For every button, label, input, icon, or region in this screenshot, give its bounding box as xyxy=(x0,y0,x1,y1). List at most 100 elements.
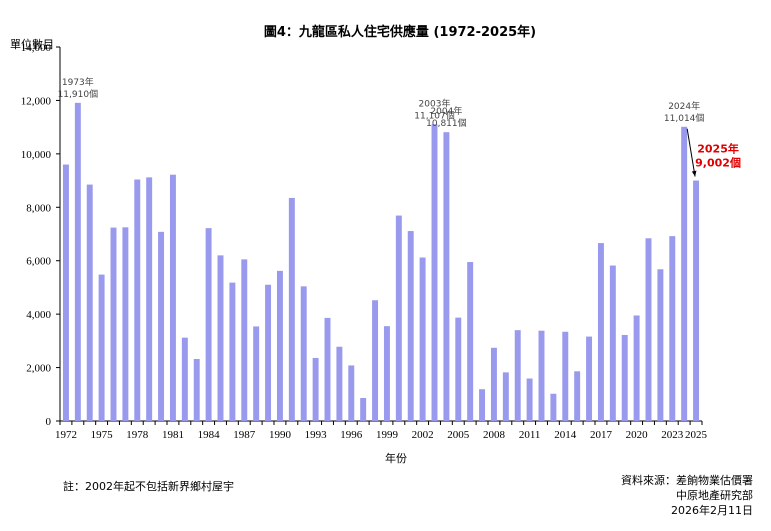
plot-area: 0 2,000 4,000 6,000 8,000 10,000 12,000 14,000 1… xyxy=(21,42,741,441)
y-tick-label: 8,000 xyxy=(26,202,51,214)
x-tick-label: 1981 xyxy=(162,429,184,441)
annotation-label-2004: 2004年 xyxy=(430,105,462,117)
x-tick-label: 2005 xyxy=(447,429,470,441)
y-tick-label: 4,000 xyxy=(26,309,51,321)
annotation-value-1973: 11,910個 xyxy=(58,88,99,100)
bar-1996 xyxy=(348,365,355,421)
bar-2001 xyxy=(407,231,414,421)
x-tick-label: 1993 xyxy=(305,429,328,441)
x-tick-label: 1984 xyxy=(198,429,221,441)
x-axis-label: 年份 xyxy=(385,451,407,465)
bar-2017 xyxy=(597,243,604,421)
bar-2020 xyxy=(633,315,640,421)
bar-1990 xyxy=(276,270,283,421)
x-tick-label: 2011 xyxy=(519,429,541,441)
x-tick-label: 1972 xyxy=(55,429,77,441)
x-tick-label: 2023 xyxy=(661,429,684,441)
bar-1994 xyxy=(324,317,331,421)
bar-1997 xyxy=(360,398,367,421)
x-tick-label: 1978 xyxy=(126,429,149,441)
bar-2003 xyxy=(431,124,438,422)
bar-2022 xyxy=(657,269,664,421)
source-date: 2026年2月11日 xyxy=(671,504,753,517)
bar-1995 xyxy=(336,346,343,421)
annotation-label-2003: 2003年 xyxy=(419,97,451,109)
bar-2019 xyxy=(621,334,628,421)
bar-1979 xyxy=(146,177,153,421)
bar-2024 xyxy=(681,126,688,421)
bar-2002 xyxy=(419,257,426,421)
y-tick-label: 14,000 xyxy=(21,42,52,54)
bar-1983 xyxy=(193,359,200,421)
x-tick-label: 1975 xyxy=(91,429,114,441)
bar-1985 xyxy=(217,255,224,421)
x-tick-label: 2014 xyxy=(554,429,577,441)
x-tick-label: 2017 xyxy=(590,429,613,441)
y-tick-label: 6,000 xyxy=(26,256,51,268)
bar-2008 xyxy=(490,347,497,421)
bar-1988 xyxy=(253,326,260,421)
source-line-1: 資料來源：差餉物業估價署 xyxy=(621,474,753,487)
annotation-label-1973: 1973年 xyxy=(62,76,94,88)
bar-1986 xyxy=(229,282,236,421)
annotation-value-2025: 9,002個 xyxy=(695,156,741,170)
bar-2010 xyxy=(514,330,521,421)
bar-1975 xyxy=(98,274,105,421)
x-tick-label: 2020 xyxy=(626,429,649,441)
bar-2018 xyxy=(609,265,616,421)
annotation-arrow-head xyxy=(691,170,697,177)
annotation-label-2024: 2024年 xyxy=(668,100,700,112)
x-tick-label: 2002 xyxy=(412,429,434,441)
bar-1973 xyxy=(74,102,81,421)
x-tick-label: 2025 xyxy=(685,429,708,441)
bar-2011 xyxy=(526,378,533,421)
x-tick-label: 1999 xyxy=(376,429,399,441)
bar-1984 xyxy=(205,228,212,421)
bar-1999 xyxy=(383,326,390,421)
y-tick-label: 0 xyxy=(46,416,52,428)
bar-1993 xyxy=(312,357,319,421)
bar-2013 xyxy=(550,393,557,421)
bar-1978 xyxy=(134,179,141,421)
x-tick-label: 1996 xyxy=(340,429,363,441)
bar-2009 xyxy=(502,372,509,421)
bar-1977 xyxy=(122,227,129,421)
annotation-value-2004: 10,811個 xyxy=(426,117,467,129)
y-tick-label: 2,000 xyxy=(26,363,51,375)
bar-2006 xyxy=(467,262,474,421)
annotation-value-2024: 11,014個 xyxy=(664,112,705,124)
bar-2025 xyxy=(693,180,700,421)
bar-1976 xyxy=(110,227,117,421)
bar-1992 xyxy=(300,286,307,421)
y-axis-label: 單位數目 xyxy=(10,37,54,51)
bar-1972 xyxy=(62,164,69,422)
bar-2016 xyxy=(586,336,593,421)
bar-1987 xyxy=(241,259,248,421)
x-tick-label: 2008 xyxy=(483,429,506,441)
bar-2015 xyxy=(574,371,581,421)
bar-2014 xyxy=(562,331,569,421)
x-tick-label: 1987 xyxy=(233,429,256,441)
annotation-arrow-line xyxy=(686,128,696,177)
bar-1982 xyxy=(181,337,188,421)
annotation-label-2025: 2025年 xyxy=(697,142,739,156)
source-line-2: 中原地產研究部 xyxy=(676,489,753,502)
bar-2000 xyxy=(395,215,402,421)
bar-1991 xyxy=(288,197,295,421)
bar-1998 xyxy=(372,300,379,421)
y-tick-label: 10,000 xyxy=(21,149,52,161)
bar-1974 xyxy=(86,184,93,421)
bar-2005 xyxy=(455,317,462,421)
footnote: 註：2002年起不包括新界鄉村屋宇 xyxy=(63,480,234,493)
bar-1980 xyxy=(158,231,165,421)
y-tick-label: 12,000 xyxy=(21,95,52,107)
bar-2007 xyxy=(479,389,486,421)
bar-2023 xyxy=(669,236,676,421)
chart-title: 圖4：九龍區私人住宅供應量 (1972-2025年) xyxy=(264,24,536,40)
bar-1981 xyxy=(169,174,176,421)
x-tick-label: 1990 xyxy=(269,429,292,441)
annotation-value-2003: 11,107個 xyxy=(414,109,455,121)
bar-2012 xyxy=(538,330,545,421)
bar-1989 xyxy=(265,284,272,421)
